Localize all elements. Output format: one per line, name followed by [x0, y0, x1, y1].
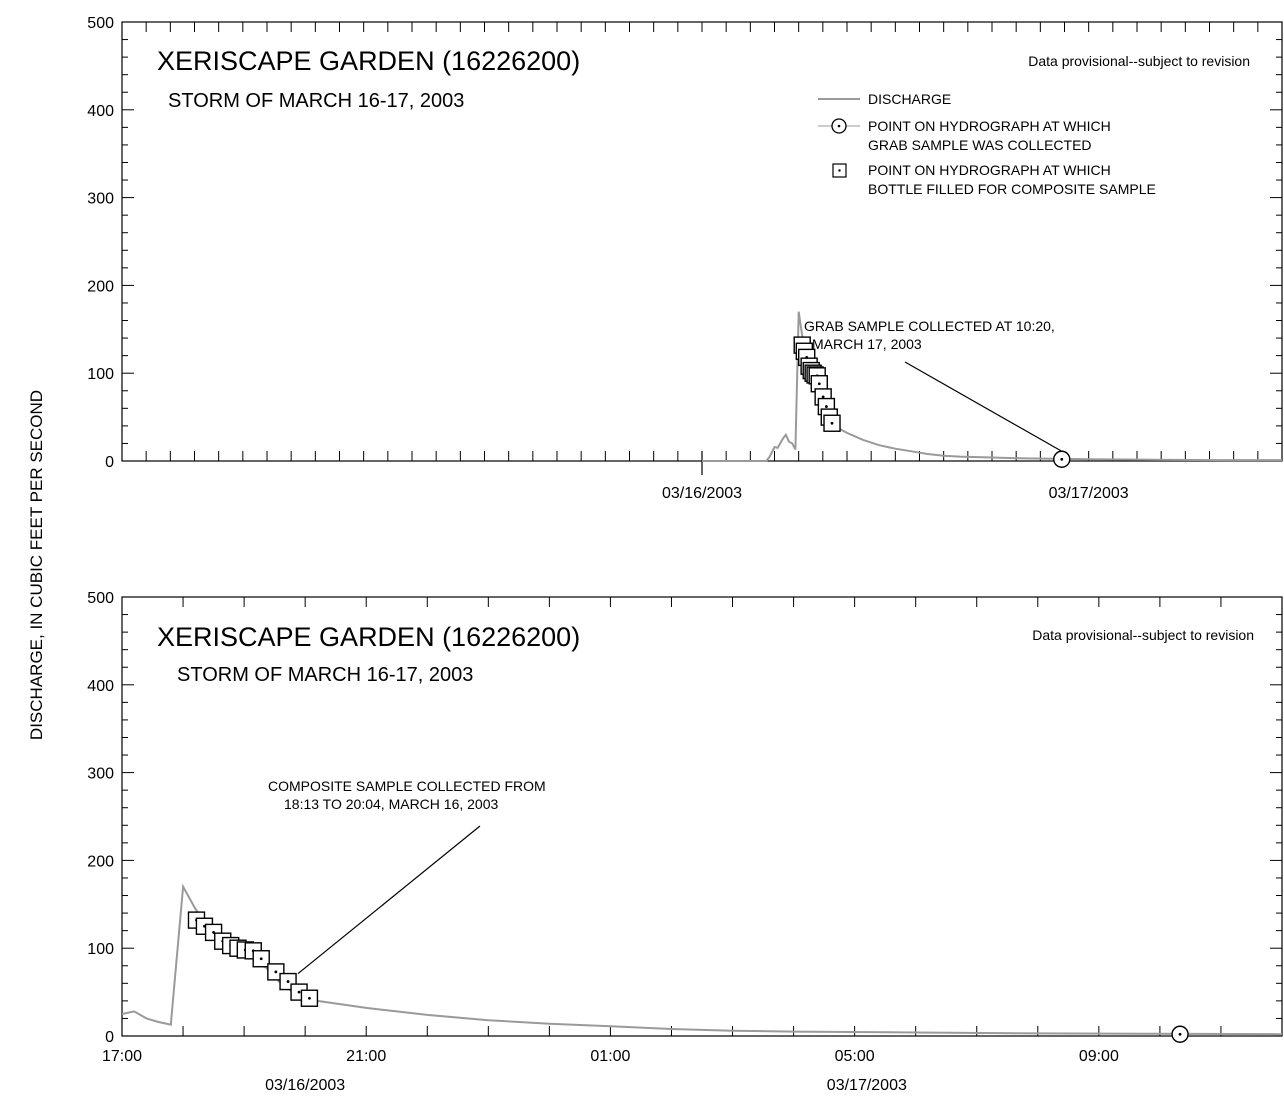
- legend-grab-dot: [837, 124, 841, 128]
- x-date-label: 03/17/2003: [1049, 485, 1129, 502]
- x-tick-label: 17:00: [102, 1048, 142, 1065]
- y-tick-label: 300: [87, 766, 114, 783]
- y-tick-label: 500: [87, 590, 114, 607]
- y-tick-label: 300: [87, 191, 114, 208]
- composite-sample-dot: [821, 395, 825, 399]
- chart-subtitle: STORM OF MARCH 16-17, 2003: [177, 664, 473, 686]
- composite-sample-dot: [308, 996, 311, 1000]
- y-tick-label: 200: [87, 278, 114, 295]
- legend-label: POINT ON HYDROGRAPH AT WHICH: [868, 118, 1111, 134]
- y-tick-label: 400: [87, 103, 114, 120]
- legend-label: BOTTLE FILLED FOR COMPOSITE SAMPLE: [868, 181, 1156, 197]
- annotation-text: COMPOSITE SAMPLE COLLECTED FROM: [268, 778, 546, 794]
- composite-sample-dot: [817, 382, 821, 386]
- legend-label: POINT ON HYDROGRAPH AT WHICH: [868, 162, 1111, 178]
- provisional-note: Data provisional--subject to revision: [1028, 53, 1250, 69]
- plot-frame: [121, 21, 1283, 462]
- legend-composite-dot: [838, 169, 841, 172]
- composite-sample-dot: [274, 970, 278, 974]
- x-date-label: 03/16/2003: [265, 1077, 345, 1094]
- y-tick-label: 500: [87, 15, 114, 32]
- y-axis-label: DISCHARGE, IN CUBIC FEET PER SECOND: [27, 390, 46, 740]
- composite-sample-dot: [286, 980, 290, 983]
- annotation-text: MARCH 17, 2003: [812, 336, 922, 352]
- composite-sample-dot: [259, 957, 263, 961]
- discharge-line: [121, 883, 1283, 1036]
- x-tick-label: 05:00: [835, 1048, 875, 1065]
- chart-panel-top: 0 100 200 300 400 500 03/16/2003 03/17/2003 XERI…: [87, 15, 1283, 502]
- x-tick-label: 09:00: [1079, 1048, 1119, 1065]
- y-tick-label: 400: [87, 678, 114, 695]
- x-tick-label: 01:00: [590, 1048, 630, 1065]
- grab-sample-dot: [1178, 1032, 1182, 1036]
- x-date-label: 03/17/2003: [827, 1077, 907, 1094]
- y-tick-label: 100: [87, 941, 114, 958]
- annotation-text: 18:13 TO 20:04, MARCH 16, 2003: [284, 796, 498, 812]
- chart-title: XERISCAPE GARDEN (16226200): [157, 622, 580, 652]
- chart-subtitle: STORM OF MARCH 16-17, 2003: [168, 90, 464, 112]
- annotation-text: GRAB SAMPLE COLLECTED AT 10:20,: [804, 318, 1055, 334]
- y-tick-label: 100: [87, 366, 114, 383]
- y-tick-label: 0: [105, 1029, 114, 1046]
- chart-panel-bottom: 0 100 200 300 400 500 17:00 21:00 01:00 05:00 09:0…: [87, 590, 1283, 1094]
- x-date-label: 03/16/2003: [662, 485, 742, 502]
- x-tick-label: 21:00: [346, 1048, 386, 1065]
- annotation-leader-line: [904, 361, 1063, 452]
- chart-title: XERISCAPE GARDEN (16226200): [157, 46, 580, 76]
- grab-sample-dot: [1060, 457, 1064, 461]
- discharge-line: [702, 311, 1282, 462]
- y-tick-label: 0: [105, 454, 114, 471]
- y-tick-label: 200: [87, 853, 114, 870]
- composite-sample-dot: [824, 405, 828, 408]
- annotation-leader-line: [297, 825, 481, 975]
- legend-label: GRAB SAMPLE WAS COLLECTED: [868, 137, 1092, 153]
- composite-sample-dot: [297, 990, 301, 994]
- legend: DISCHARGE POINT ON HYDROGRAPH AT WHICH GRA…: [818, 91, 1156, 197]
- plot-frame: [121, 596, 1283, 1037]
- provisional-note: Data provisional--subject to revision: [1032, 627, 1254, 643]
- composite-sample-dot: [830, 421, 834, 425]
- legend-label: DISCHARGE: [868, 91, 951, 107]
